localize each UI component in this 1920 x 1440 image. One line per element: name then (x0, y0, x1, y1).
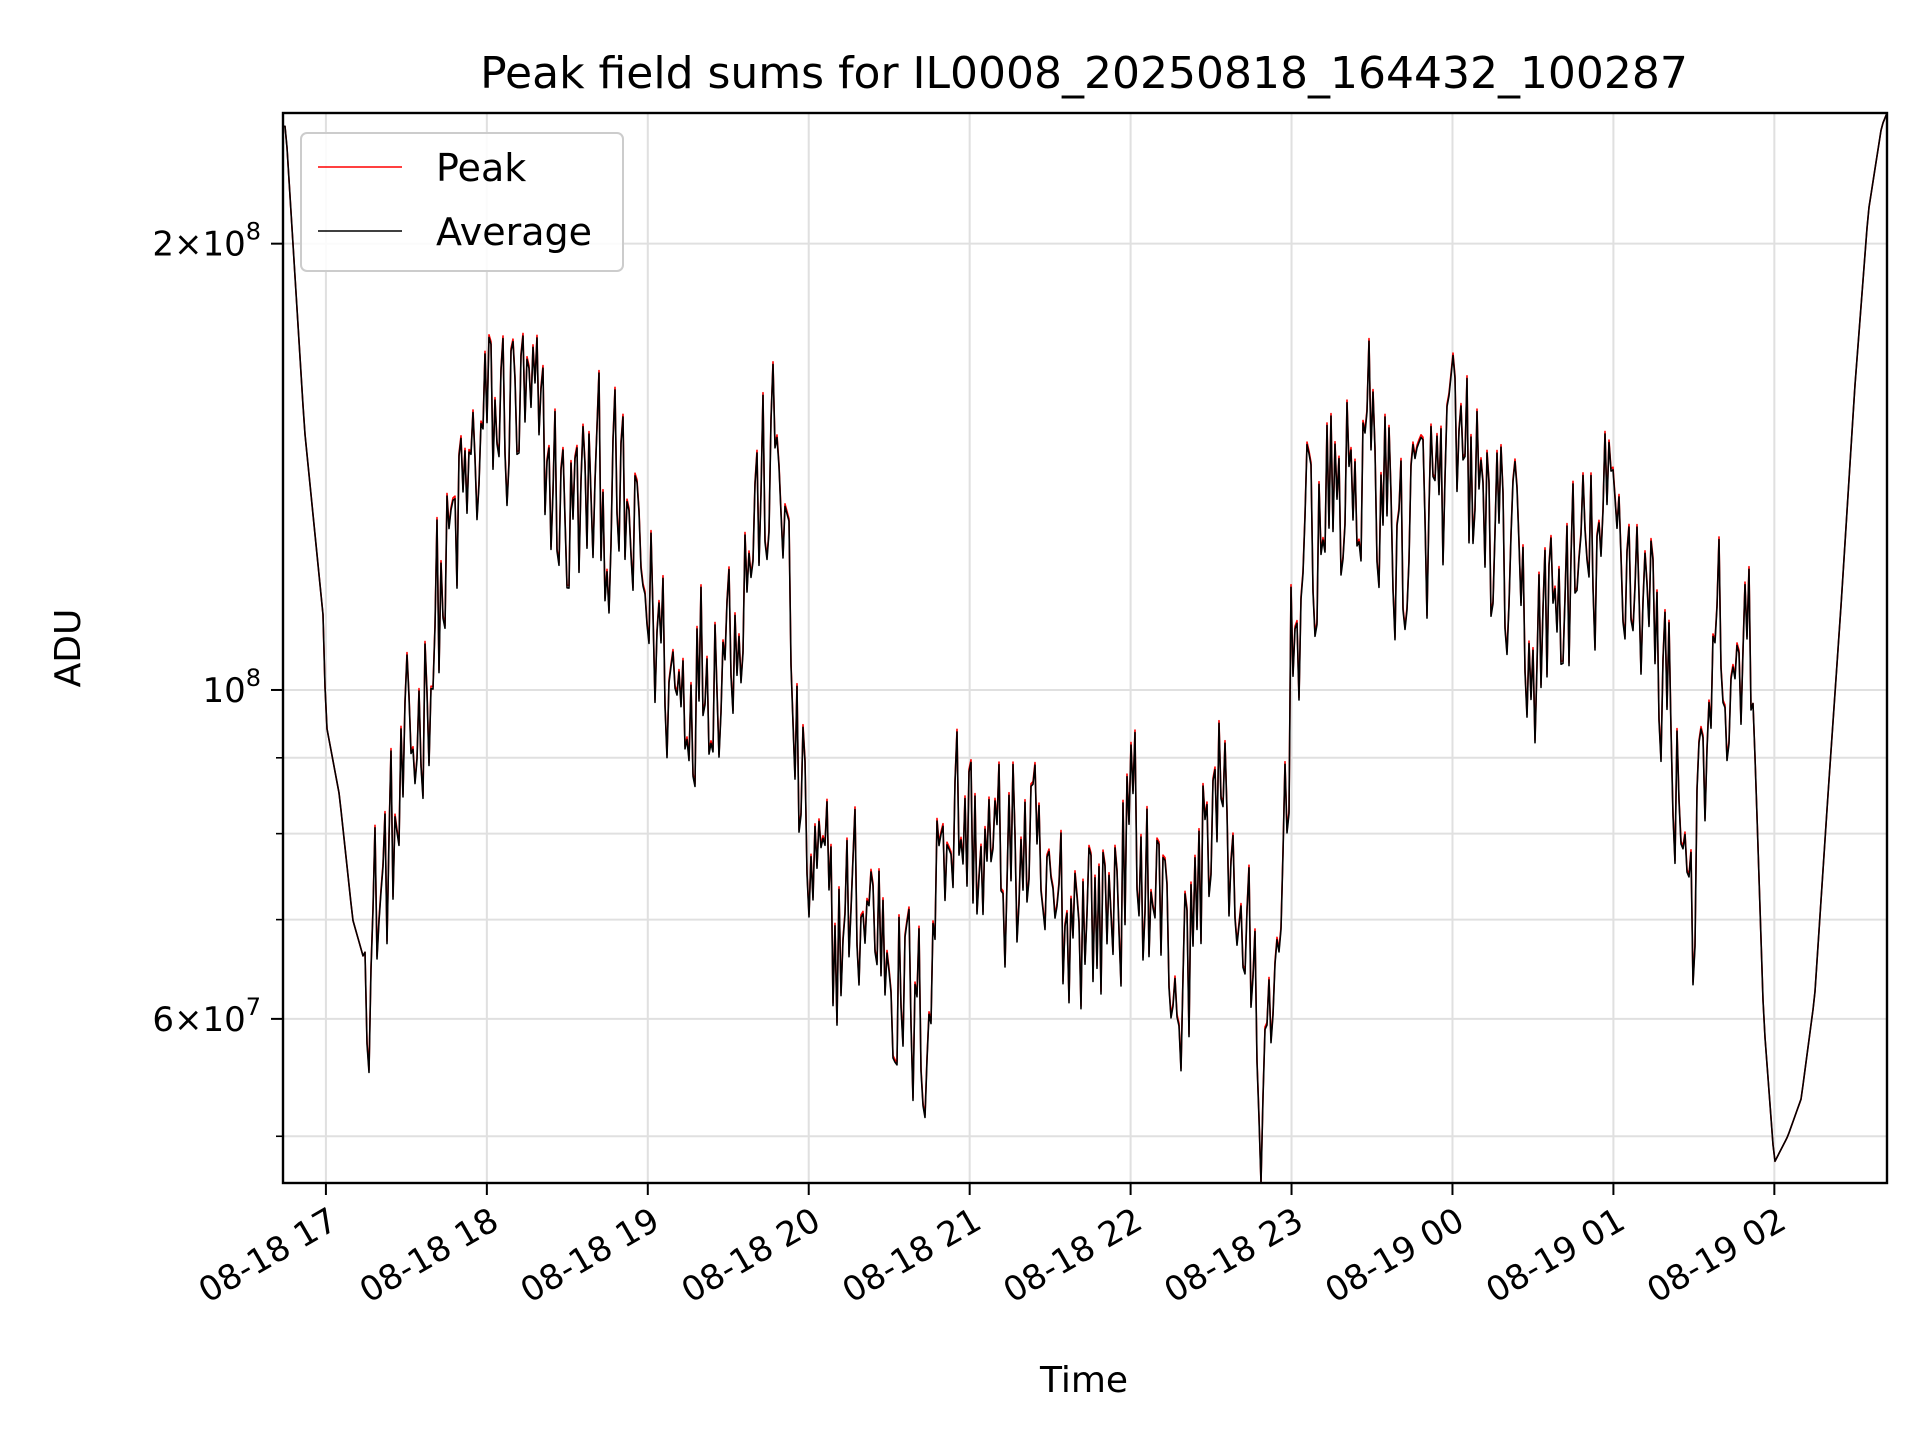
y-tick-label: 2×108 (152, 218, 261, 265)
y-tick-label: 6×107 (152, 993, 261, 1040)
series-line-average (283, 112, 1888, 1184)
legend-label-average: Average (436, 210, 592, 254)
grid (283, 113, 1887, 1183)
legend-label-peak: Peak (436, 146, 526, 190)
plot-frame (281, 111, 1889, 1185)
y-axis-label: ADU (48, 609, 89, 688)
x-axis-label: Time (1039, 1360, 1128, 1401)
y-tick-label: 108 (202, 664, 261, 711)
legend: Peak Average (300, 132, 624, 272)
series-layer (283, 112, 1888, 1184)
y-axis: 2×108 108 6×107 (152, 218, 283, 1138)
chart-title: Peak field sums for IL0008_20250818_1644… (480, 48, 1688, 99)
